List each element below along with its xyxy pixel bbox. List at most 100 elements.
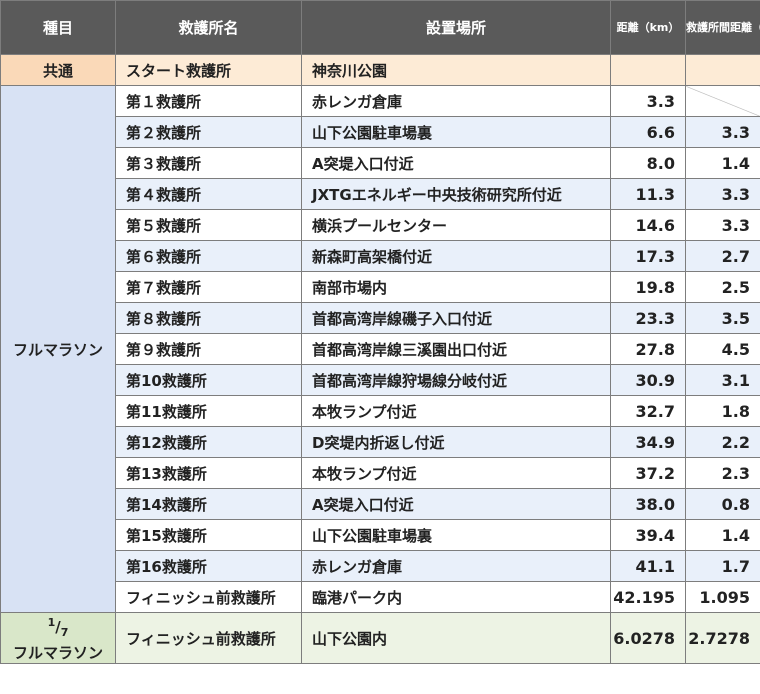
station-cell: スタート救護所 [115,54,302,86]
interval-cell: 0.8 [685,488,760,520]
location-cell: 赤レンガ倉庫 [301,85,611,117]
seventh-marathon-row: 1/7 フルマラソン フィニッシュ前救護所 山下公園内 6.0278 2.727… [0,612,760,664]
location-cell: 本牧ランプ付近 [301,457,611,489]
location-cell: A突堤入口付近 [301,488,611,520]
location-cell: 南部市場内 [301,271,611,303]
station-cell: 第15救護所 [115,519,302,551]
distance-cell: 34.9 [610,426,686,458]
location-cell: 臨港パーク内 [301,581,611,613]
table-row: 第16救護所 赤レンガ倉庫 41.1 1.7 [1,550,760,582]
table-row: 第２救護所 山下公園駐車場裏 6.6 3.3 [1,116,760,148]
distance-cell: 38.0 [610,488,686,520]
interval-cell: 1.095 [685,581,760,613]
station-cell: 第６救護所 [115,240,302,272]
table-row: 第８救護所 首都高湾岸線磯子入口付近 23.3 3.5 [1,302,760,334]
table-row: 第12救護所 D突堤内折返し付近 34.9 2.2 [1,426,760,458]
station-cell: フィニッシュ前救護所 [115,612,302,664]
interval-cell: 2.5 [685,271,760,303]
header-distance: 距離（km） [610,0,686,55]
location-cell: 山下公園駐車場裏 [301,116,611,148]
interval-cell: 2.2 [685,426,760,458]
station-cell: 第11救護所 [115,395,302,427]
interval-cell: 1.4 [685,147,760,179]
interval-cell: 3.3 [685,178,760,210]
distance-cell: 42.195 [610,581,686,613]
interval-cell: 3.1 [685,364,760,396]
interval-cell: 2.7278 [685,612,760,664]
station-cell: 第16救護所 [115,550,302,582]
table-row: 第４救護所 JXTGエネルギー中央技術研究所付近 11.3 3.3 [1,178,760,210]
station-cell: 第１救護所 [115,85,302,117]
distance-cell-empty [610,54,686,86]
distance-cell: 19.8 [610,271,686,303]
location-cell: 首都高湾岸線磯子入口付近 [301,302,611,334]
distance-cell: 39.4 [610,519,686,551]
station-cell: フィニッシュ前救護所 [115,581,302,613]
distance-cell: 8.0 [610,147,686,179]
interval-cell [685,85,760,117]
interval-cell: 4.5 [685,333,760,365]
location-cell: 山下公園内 [301,612,611,664]
interval-cell: 1.7 [685,550,760,582]
aid-station-table: 種目 救護所名 設置場所 距離（km） 救護所間距離（km） 共通 スタート救護… [0,0,760,664]
distance-cell: 32.7 [610,395,686,427]
table-row: 第３救護所 A突堤入口付近 8.0 1.4 [1,147,760,179]
category-full-marathon: フルマラソン [0,85,116,613]
station-cell: 第４救護所 [115,178,302,210]
station-cell: 第10救護所 [115,364,302,396]
fraction-one-seventh: 1/7 [47,616,69,639]
location-cell: D突堤内折返し付近 [301,426,611,458]
location-cell: JXTGエネルギー中央技術研究所付近 [301,178,611,210]
distance-cell: 14.6 [610,209,686,241]
location-cell: 本牧ランプ付近 [301,395,611,427]
distance-cell: 17.3 [610,240,686,272]
interval-cell-empty [685,54,760,86]
station-cell: 第２救護所 [115,116,302,148]
table-row: 第６救護所 新森町高架橋付近 17.3 2.7 [1,240,760,272]
distance-cell: 27.8 [610,333,686,365]
station-cell: 第12救護所 [115,426,302,458]
station-cell: 第８救護所 [115,302,302,334]
header-row: 種目 救護所名 設置場所 距離（km） 救護所間距離（km） [0,0,760,55]
distance-cell: 30.9 [610,364,686,396]
table-row: フルマラソン 第１救護所 赤レンガ倉庫 3.3 [0,85,760,613]
distance-cell: 37.2 [610,457,686,489]
common-row: 共通 スタート救護所 神奈川公園 [0,54,760,86]
interval-cell: 3.3 [685,209,760,241]
location-cell: 首都高湾岸線狩場線分岐付近 [301,364,611,396]
station-cell: 第７救護所 [115,271,302,303]
table-row: フィニッシュ前救護所 臨港パーク内 42.195 1.095 [1,581,760,613]
header-category: 種目 [0,0,116,55]
station-cell: 第９救護所 [115,333,302,365]
table-row: 第10救護所 首都高湾岸線狩場線分岐付近 30.9 3.1 [1,364,760,396]
location-cell: 赤レンガ倉庫 [301,550,611,582]
station-cell: 第14救護所 [115,488,302,520]
location-cell: 山下公園駐車場裏 [301,519,611,551]
location-cell: A突堤入口付近 [301,147,611,179]
interval-cell: 2.7 [685,240,760,272]
interval-cell: 3.5 [685,302,760,334]
table-row: 第11救護所 本牧ランプ付近 32.7 1.8 [1,395,760,427]
header-station: 救護所名 [115,0,302,55]
distance-cell: 6.6 [610,116,686,148]
distance-cell: 11.3 [610,178,686,210]
category-seventh-marathon: 1/7 フルマラソン [0,612,116,664]
header-location: 設置場所 [301,0,611,55]
station-cell: 第５救護所 [115,209,302,241]
distance-cell: 23.3 [610,302,686,334]
header-interval: 救護所間距離（km） [685,0,760,55]
distance-cell: 3.3 [610,85,686,117]
interval-cell: 1.4 [685,519,760,551]
location-cell: 新森町高架橋付近 [301,240,611,272]
station-cell: 第３救護所 [115,147,302,179]
interval-cell: 3.3 [685,116,760,148]
category-common: 共通 [0,54,116,86]
station-cell: 第13救護所 [115,457,302,489]
distance-cell: 6.0278 [610,612,686,664]
location-cell: 横浜プールセンター [301,209,611,241]
interval-cell: 1.8 [685,395,760,427]
table-row: 第７救護所 南部市場内 19.8 2.5 [1,271,760,303]
location-cell: 首都高湾岸線三溪園出口付近 [301,333,611,365]
distance-cell: 41.1 [610,550,686,582]
interval-cell: 2.3 [685,457,760,489]
